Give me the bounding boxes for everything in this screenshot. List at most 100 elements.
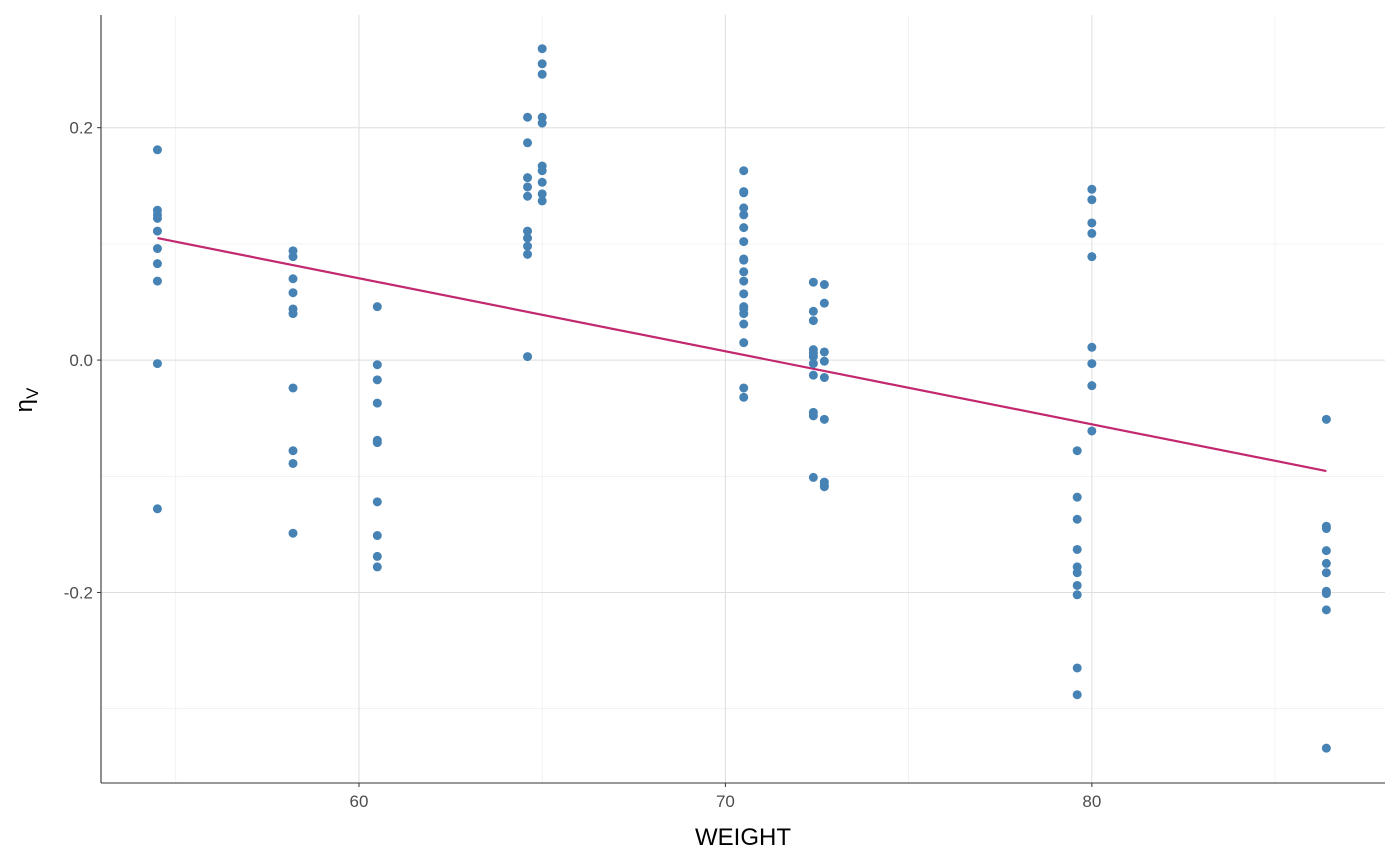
data-point xyxy=(819,356,829,366)
data-point xyxy=(372,375,382,385)
data-point xyxy=(537,177,547,187)
data-point xyxy=(739,319,749,329)
data-point xyxy=(739,383,749,393)
data-point xyxy=(1321,589,1331,599)
data-point xyxy=(288,309,298,319)
y-tick-label: 0.0 xyxy=(69,351,93,370)
data-point xyxy=(819,298,829,308)
data-point xyxy=(288,458,298,468)
data-point xyxy=(152,504,162,514)
data-point xyxy=(1072,492,1082,502)
data-point xyxy=(1072,663,1082,673)
data-point xyxy=(372,551,382,561)
data-point xyxy=(537,59,547,69)
x-tick-label: 70 xyxy=(716,792,735,811)
data-point xyxy=(808,306,818,316)
data-point xyxy=(1072,446,1082,456)
data-point xyxy=(288,383,298,393)
data-point xyxy=(739,276,749,286)
data-point xyxy=(1072,590,1082,600)
data-point xyxy=(819,373,829,383)
data-point xyxy=(523,112,533,122)
axes: 60 70 80 -0.2 0.0 0.2 xyxy=(64,15,1385,811)
y-tick-label: 0.2 xyxy=(69,119,93,138)
data-point xyxy=(1321,414,1331,424)
data-point xyxy=(523,233,533,243)
data-point xyxy=(288,528,298,538)
data-point xyxy=(288,274,298,284)
x-tick-label: 60 xyxy=(350,792,369,811)
data-point xyxy=(523,226,533,236)
data-point xyxy=(372,497,382,507)
data-point xyxy=(739,166,749,176)
data-point xyxy=(1321,524,1331,534)
data-point xyxy=(152,244,162,254)
data-point xyxy=(808,472,818,482)
data-point xyxy=(819,347,829,357)
data-point xyxy=(1087,426,1097,436)
data-point xyxy=(819,482,829,492)
data-point xyxy=(523,352,533,362)
data-point xyxy=(1087,228,1097,238)
y-axis-title-main: η xyxy=(11,399,38,412)
data-point xyxy=(152,226,162,236)
data-point xyxy=(372,360,382,370)
data-point xyxy=(1072,544,1082,554)
data-point xyxy=(1321,743,1331,753)
data-point xyxy=(1072,568,1082,578)
data-point xyxy=(739,255,749,265)
data-point xyxy=(523,138,533,148)
data-point xyxy=(152,259,162,269)
data-point xyxy=(372,531,382,541)
trend-line xyxy=(157,237,1327,473)
data-point xyxy=(537,196,547,206)
data-point xyxy=(808,277,818,287)
points-layer xyxy=(152,44,1331,753)
data-point xyxy=(372,562,382,572)
y-axis-title-sub: V xyxy=(23,387,42,399)
data-point xyxy=(152,145,162,155)
data-point xyxy=(537,166,547,176)
data-point xyxy=(819,280,829,290)
y-axis-title: ηV xyxy=(11,387,42,412)
grid xyxy=(101,15,1385,783)
data-point xyxy=(739,392,749,402)
data-point xyxy=(523,249,533,259)
data-point xyxy=(523,191,533,201)
data-point xyxy=(739,237,749,247)
data-point xyxy=(288,446,298,456)
data-point xyxy=(537,118,547,128)
data-point xyxy=(808,411,818,421)
trend-line-layer xyxy=(157,237,1327,473)
data-point xyxy=(288,288,298,298)
data-point xyxy=(523,182,533,192)
data-point xyxy=(739,289,749,299)
data-point xyxy=(1321,568,1331,578)
data-point xyxy=(739,203,749,213)
data-point xyxy=(739,309,749,319)
data-point xyxy=(739,338,749,348)
data-point xyxy=(1321,605,1331,615)
data-point xyxy=(1087,342,1097,352)
data-point xyxy=(1087,359,1097,369)
data-point xyxy=(152,213,162,223)
data-point xyxy=(808,370,818,380)
data-point xyxy=(1321,546,1331,556)
data-point xyxy=(808,316,818,326)
data-point xyxy=(739,223,749,233)
y-tick-label: -0.2 xyxy=(64,583,93,602)
data-point xyxy=(288,252,298,262)
data-point xyxy=(523,173,533,183)
data-point xyxy=(808,352,818,362)
data-point xyxy=(1072,514,1082,524)
data-point xyxy=(1072,580,1082,590)
data-point xyxy=(1321,558,1331,568)
x-axis-title: WEIGHT xyxy=(695,824,791,851)
data-point xyxy=(537,189,547,199)
x-tick-label: 80 xyxy=(1082,792,1101,811)
data-point xyxy=(1087,381,1097,391)
data-point xyxy=(1072,690,1082,700)
data-point xyxy=(372,398,382,408)
data-point xyxy=(1087,195,1097,205)
